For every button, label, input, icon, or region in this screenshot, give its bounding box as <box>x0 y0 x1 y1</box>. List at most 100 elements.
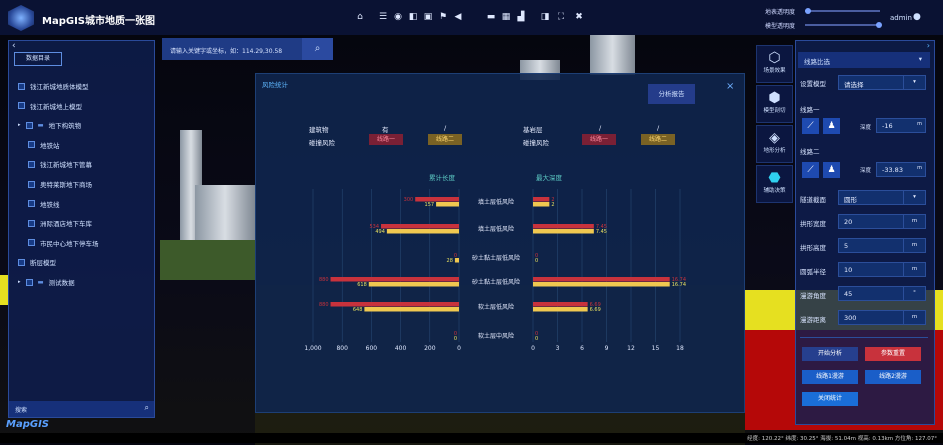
cube-icon[interactable]: ◉ <box>394 12 402 22</box>
tree-item[interactable]: 钱江新城地质体模型 <box>18 81 89 91</box>
search-input[interactable]: 请输入关键字或坐标，如：114.29,30.58 <box>170 48 283 55</box>
draw-line-icon[interactable]: ⟋ <box>802 118 819 134</box>
length-bar <box>330 302 459 307</box>
slider-knob[interactable] <box>805 8 811 14</box>
checkbox[interactable] <box>28 180 35 188</box>
layer-search-input[interactable]: 搜索 <box>15 407 28 414</box>
layers-icon[interactable]: ☰ <box>378 12 388 22</box>
user-icon[interactable]: ● <box>913 12 921 22</box>
table-icon[interactable]: ▦ <box>501 12 511 22</box>
close-icon[interactable]: × <box>726 81 735 92</box>
slider-knob[interactable] <box>876 22 882 28</box>
x-tick-label: 0 <box>457 345 461 352</box>
surface-opacity-label: 地表透明度 <box>765 9 796 16</box>
mode-dropdown[interactable]: 线路比选 ▾ <box>798 52 930 68</box>
expand-arrow-icon[interactable]: ▸ <box>18 122 21 129</box>
tree-item[interactable]: 钱江新城地上模型 <box>18 101 82 111</box>
category-label: 砂土黏土层低风险 <box>472 254 520 262</box>
model-select[interactable]: 请选择 ▾ <box>838 75 926 90</box>
person-icon[interactable]: ♟ <box>823 162 840 178</box>
statistics-button[interactable]: 关闭统计 <box>802 392 858 406</box>
tree-item[interactable]: 地铁线 <box>28 199 60 209</box>
tree-item[interactable]: 断层模型 <box>18 257 56 267</box>
expand-arrow-icon[interactable]: ▸ <box>18 279 21 285</box>
side-tool-button[interactable]: ⬣ 辅助决策 <box>756 165 793 203</box>
fullscreen-icon[interactable]: ✖ <box>575 12 583 22</box>
tree-item-label: 钱江新城地上模型 <box>30 102 82 111</box>
search-icon[interactable]: ⌕ <box>144 403 149 412</box>
checkbox[interactable] <box>25 121 33 129</box>
user-name[interactable]: admin <box>890 14 912 22</box>
checkbox[interactable] <box>28 200 35 208</box>
start-analysis-button[interactable]: 开始分析 <box>802 347 858 361</box>
side-tool-button[interactable]: ◈ 地形分析 <box>756 125 793 163</box>
person-icon[interactable]: ♟ <box>823 118 840 134</box>
draw-line-icon[interactable]: ⟋ <box>802 162 819 178</box>
checkbox[interactable] <box>25 278 33 286</box>
field-input[interactable]: 300 m <box>838 310 926 325</box>
layer-search[interactable]: 搜索 ⌕ <box>9 401 154 417</box>
collapse-icon[interactable]: ‹ <box>12 41 16 51</box>
side-tool-button[interactable]: ⬢ 模型剖切 <box>756 85 793 123</box>
folder-icon: ▬ <box>37 121 44 130</box>
building-line1-value: 有 <box>382 126 389 134</box>
checkbox[interactable] <box>18 258 25 266</box>
checkbox[interactable] <box>28 160 35 168</box>
map-icon[interactable]: ▬ <box>486 12 496 22</box>
split-icon[interactable]: ◨ <box>540 12 550 22</box>
tree-item[interactable]: 市民中心地下停车场 <box>28 238 99 248</box>
field-input[interactable]: 20 m <box>838 214 926 229</box>
chevron-down-icon: ▾ <box>918 55 922 63</box>
line1-depth-input[interactable]: -16 m <box>876 118 926 133</box>
chevron-down-icon: ▾ <box>903 191 925 204</box>
divider <box>800 337 928 338</box>
checkbox[interactable] <box>18 82 25 90</box>
analysis-report-button[interactable]: 分析报告 <box>648 84 695 104</box>
tree-item[interactable]: 地铁站 <box>28 140 60 150</box>
cube-icon: ◈ <box>769 130 780 146</box>
surface-opacity-slider[interactable] <box>805 8 880 14</box>
side-tool-button[interactable]: ⬡ 场景效果 <box>756 45 793 83</box>
length-value-label: 300 <box>404 197 414 203</box>
checkbox[interactable] <box>18 102 25 110</box>
section-select[interactable]: 圆形 ▾ <box>838 190 926 205</box>
field-input[interactable]: 10 m <box>838 262 926 277</box>
screenshot-icon[interactable]: ⛶ <box>557 12 565 22</box>
tag-icon[interactable]: ▣ <box>423 12 433 22</box>
tree-item[interactable]: ▸ ▬ 地下构筑物 <box>18 120 81 130</box>
tree-item-label: 断层模型 <box>30 259 56 268</box>
length-value-label: 618 <box>357 282 367 288</box>
model-opacity-slider[interactable] <box>805 22 882 28</box>
roam-line2-button[interactable]: 线路2漫游 <box>865 370 921 384</box>
flag-icon[interactable]: ⚑ <box>438 12 448 22</box>
home-icon[interactable]: ⌂ <box>357 12 363 22</box>
field-input[interactable]: 45 ° <box>838 286 926 301</box>
expand-icon[interactable]: › <box>926 41 930 50</box>
length-bar <box>454 258 459 263</box>
checkbox[interactable] <box>28 239 35 247</box>
box-icon[interactable]: ◧ <box>408 12 418 22</box>
ground <box>160 240 255 280</box>
line2-depth-input[interactable]: -33.83 m <box>876 162 926 177</box>
category-label: 填土层低风险 <box>478 198 514 206</box>
tree-item[interactable]: 钱江新城地下管幕 <box>28 159 92 169</box>
tree-item-label: 地铁线 <box>40 200 60 209</box>
search-icon[interactable]: ⌕ <box>302 38 333 60</box>
tab-data-catalog[interactable]: 数据目录 <box>14 52 62 66</box>
checkbox[interactable] <box>28 141 35 149</box>
length-value-label: 880 <box>319 277 329 283</box>
reset-params-button[interactable]: 参数重置 <box>865 347 921 361</box>
field-value: 45 <box>844 290 853 298</box>
tree-item[interactable]: 奥特莱斯地下商场 <box>28 179 92 189</box>
checkbox[interactable] <box>28 219 35 227</box>
field-value: 10 <box>844 266 853 274</box>
tree-item[interactable]: 洲际酒店地下车库 <box>28 218 92 228</box>
speaker-icon[interactable]: ◀ <box>454 12 462 22</box>
cube-icon: ⬢ <box>768 90 781 106</box>
search-bar[interactable]: 请输入关键字或坐标，如：114.29,30.58 ⌕ <box>162 38 333 60</box>
chart-icon[interactable]: ▟ <box>517 12 525 22</box>
folder-icon: ▬ <box>37 278 44 286</box>
tree-item[interactable]: ▸ ▬ 测试数据 <box>18 277 75 287</box>
roam-line1-button[interactable]: 线路1漫游 <box>802 370 858 384</box>
